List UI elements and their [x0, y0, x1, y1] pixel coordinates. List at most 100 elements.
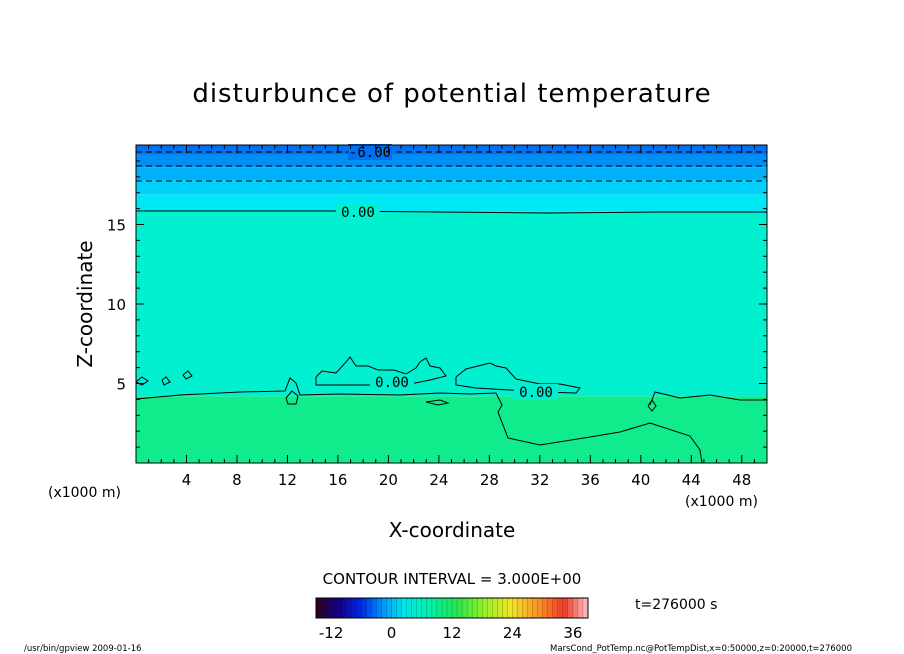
colorbar-cell-52 [577, 598, 584, 618]
x-axis-label: X-coordinate [389, 518, 516, 542]
time-label: t=276000 s [635, 597, 717, 613]
colorbar-cell-35 [492, 598, 498, 618]
colorbar-cell-1 [321, 598, 327, 618]
colorbar-cell-3 [331, 598, 337, 618]
colorbar-tick-labels: -12 0 12 24 36 [319, 624, 583, 642]
x-tick-label-24: 24 [429, 471, 448, 489]
x-tick-label-36: 36 [581, 471, 600, 489]
contour-label-bg-3 [514, 384, 558, 400]
colorbar-cell-5 [341, 598, 347, 618]
colorbar-cell-6 [346, 598, 352, 618]
footer-left: /usr/bin/gpview 2009-01-16 [24, 644, 142, 654]
x-unit-label-right: (x1000 m) [685, 494, 758, 510]
x-tick-label-40: 40 [631, 471, 650, 489]
colorbar-cell-20 [416, 598, 423, 618]
contour-label-bg-2 [370, 374, 414, 390]
colorbar-tick-label-36: 36 [563, 624, 582, 642]
contour-cell-3 [285, 390, 299, 405]
colorbar-cell-41 [522, 598, 528, 618]
band-1 [136, 154, 767, 168]
x-tick-label-28: 28 [480, 471, 499, 489]
colorbar-cell-39 [512, 598, 518, 618]
colorbar-cell-38 [507, 598, 513, 618]
band-0 [136, 145, 767, 155]
contour-label-bg-1 [336, 204, 380, 220]
colorbar-cell-32 [477, 598, 483, 618]
contour-zero-right [649, 391, 767, 406]
colorbar-cell-37 [502, 598, 508, 618]
colorbar-cell-24 [436, 598, 443, 618]
colorbar-cell-4 [336, 598, 342, 618]
chart-title: disturbunce of potential temperature [192, 79, 711, 109]
colorbar-cell-53 [582, 598, 589, 618]
colorbar [315, 597, 589, 619]
colorbar-cell-36 [497, 598, 503, 618]
colorbar-cell-51 [572, 598, 579, 618]
colorbar-tick-label--12: -12 [319, 624, 344, 642]
colorbar-cell-19 [411, 598, 418, 618]
contour-label-bg-0 [348, 144, 392, 160]
colorbar-cell-23 [431, 598, 438, 618]
colorbar-cell-22 [426, 598, 433, 618]
colorbar-cell-43 [532, 598, 539, 618]
colorbar-cell-49 [562, 598, 569, 618]
colorbar-cell-10 [366, 598, 372, 618]
y-tick-label-10: 10 [107, 296, 126, 314]
colorbar-cell-31 [472, 598, 478, 618]
band-3 [136, 179, 767, 195]
footer-right: MarsCond_PotTemp.nc@PotTempDist,x=0:5000… [550, 644, 852, 654]
contour-cell-6 [182, 370, 193, 380]
y-axis-label: Z-coordinate [73, 240, 97, 367]
x-unit-label-left: (x1000 m) [48, 485, 121, 501]
colorbar-cell-48 [557, 598, 564, 618]
contour-lines [135, 151, 767, 464]
x-tick-label-12: 12 [278, 471, 297, 489]
x-tick-label-8: 8 [232, 471, 242, 489]
colorbar-cell-26 [446, 598, 453, 618]
x-tick-label-44: 44 [682, 471, 701, 489]
colorbar-cell-25 [441, 598, 448, 618]
colorbar-cell-7 [351, 598, 357, 618]
colorbar-cell-28 [457, 598, 463, 618]
y-tick-label-15: 15 [107, 217, 126, 235]
x-tick-label-32: 32 [530, 471, 549, 489]
colorbar-cell-29 [462, 598, 468, 618]
contour-cell-5 [161, 376, 171, 386]
contour-zero-upper [136, 210, 767, 214]
band-4 [136, 194, 767, 212]
x-tick-label-48: 48 [732, 471, 751, 489]
colorbar-cell-15 [391, 598, 397, 618]
colorbar-cell-27 [452, 598, 458, 618]
colorbar-tick-label-12: 12 [442, 624, 461, 642]
colorbar-cell-12 [376, 598, 382, 618]
colorbar-cell-13 [381, 598, 387, 618]
colorbar-cell-2 [326, 598, 332, 618]
colorbar-cell-8 [356, 598, 362, 618]
contour-label-2: 0.00 [375, 375, 409, 391]
x-tick-label-20: 20 [379, 471, 398, 489]
colorbar-cell-42 [527, 598, 533, 618]
colorbar-cell-14 [386, 598, 392, 618]
colorbar-cell-21 [421, 598, 428, 618]
colorbar-cell-0 [316, 598, 322, 618]
colorbar-cell-30 [467, 598, 473, 618]
colorbar-cell-16 [396, 598, 403, 618]
contour-label-0: -6.00 [349, 145, 391, 161]
x-axis-ticks: 4 8 12 16 20 24 28 32 36 40 44 48 [148, 145, 755, 489]
colorbar-cell-44 [537, 598, 544, 618]
x-tick-label-4: 4 [182, 471, 192, 489]
colorbar-cell-17 [401, 598, 408, 618]
y-axis-ticks: 5 10 15 [107, 160, 767, 448]
colorbar-cell-34 [487, 598, 493, 618]
heatmap-bands [136, 145, 767, 463]
colorbar-frame [315, 597, 589, 619]
band-2 [136, 167, 767, 180]
contour-interval-text: CONTOUR INTERVAL = 3.000E+00 [323, 570, 582, 588]
colorbar-cell-9 [361, 598, 367, 618]
band-5 [136, 211, 767, 397]
x-tick-label-16: 16 [328, 471, 347, 489]
contour-labels: -6.00 0.00 0.00 0.00 [336, 144, 558, 401]
y-tick-label-5: 5 [116, 376, 126, 394]
